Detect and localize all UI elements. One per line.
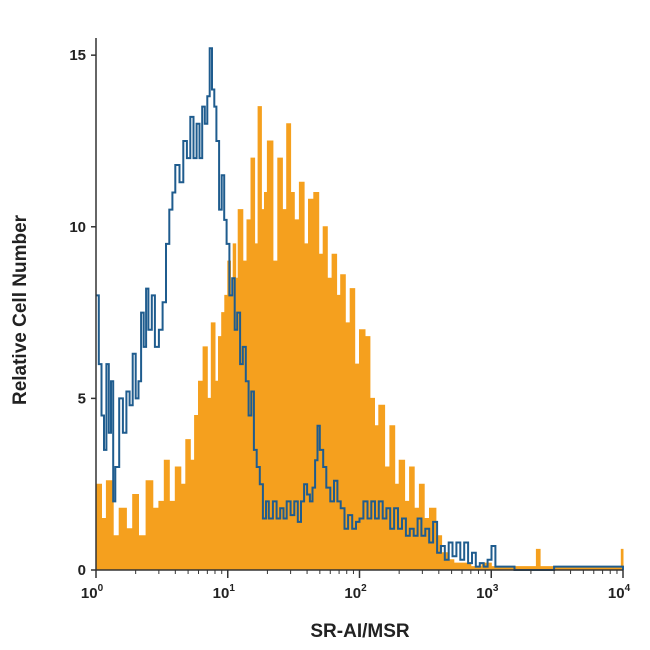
axes: 0 5 10 15 100 101 102 103 104 — [69, 38, 631, 602]
y-tick-label: 15 — [69, 47, 86, 64]
plot-series — [95, 47, 624, 571]
x-tick-label: 100 — [81, 583, 104, 602]
x-axis-title: SR-AI/MSR — [310, 621, 410, 642]
y-tick-label: 0 — [78, 562, 86, 579]
y-axis-title: Relative Cell Number — [10, 214, 31, 405]
x-ticks: 100 101 102 103 104 — [81, 570, 631, 602]
series-stained-histogram — [95, 106, 624, 571]
y-ticks: 0 5 10 15 — [69, 47, 96, 579]
x-tick-label: 103 — [476, 583, 499, 602]
x-tick-label: 104 — [608, 583, 631, 602]
x-tick-label: 102 — [344, 583, 367, 602]
y-tick-label: 5 — [78, 390, 86, 407]
x-tick-label: 101 — [213, 583, 236, 602]
series-isotype-histogram — [96, 47, 624, 571]
y-tick-label: 10 — [69, 219, 86, 236]
